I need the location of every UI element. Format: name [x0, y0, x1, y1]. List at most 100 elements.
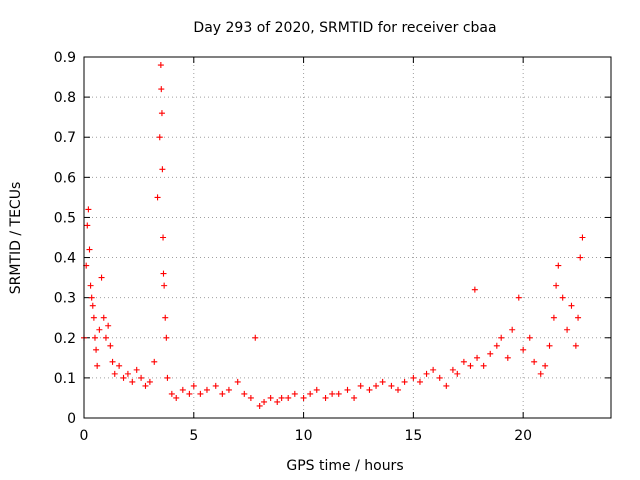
data-point — [84, 222, 91, 229]
data-point — [107, 342, 114, 349]
data-point — [157, 62, 164, 69]
data-point — [179, 386, 186, 393]
data-point — [278, 394, 285, 401]
x-tick-label: 0 — [80, 428, 89, 444]
grid — [84, 57, 611, 418]
data-point — [546, 342, 553, 349]
data-point — [159, 166, 166, 173]
data-point — [111, 370, 118, 377]
data-point — [443, 382, 450, 389]
data-point — [247, 394, 254, 401]
data-point — [555, 262, 562, 269]
data-point — [160, 270, 167, 277]
data-point — [504, 354, 511, 361]
data-point — [520, 346, 527, 353]
y-tick-label: 0 — [67, 411, 76, 427]
data-point — [267, 394, 274, 401]
y-tick-label: 0.4 — [54, 251, 76, 267]
data-point — [471, 286, 478, 293]
data-point — [91, 334, 98, 341]
data-point — [98, 274, 105, 281]
data-point — [160, 234, 167, 241]
data-point — [241, 390, 248, 397]
data-point — [568, 302, 575, 309]
data-point — [261, 398, 268, 405]
data-point — [307, 390, 314, 397]
data-point — [162, 314, 169, 321]
data-point — [129, 378, 136, 385]
x-tick-label: 10 — [295, 428, 313, 444]
data-point — [509, 326, 516, 333]
data-point — [86, 246, 93, 253]
data-point — [133, 366, 140, 373]
data-point — [87, 282, 94, 289]
data-point — [493, 342, 500, 349]
data-point — [423, 370, 430, 377]
data-point — [164, 374, 171, 381]
data-point — [234, 378, 241, 385]
data-point — [559, 294, 566, 301]
data-point — [186, 390, 193, 397]
data-point — [366, 386, 373, 393]
data-point — [90, 314, 97, 321]
data-point — [335, 390, 342, 397]
data-point — [142, 382, 149, 389]
y-tick-label: 0.1 — [54, 371, 76, 387]
data-point — [154, 194, 161, 201]
data-point — [274, 398, 281, 405]
y-tick-label: 0.5 — [54, 210, 76, 226]
data-point — [203, 386, 210, 393]
data-point — [526, 334, 533, 341]
data-point — [197, 390, 204, 397]
data-point — [219, 390, 226, 397]
data-point — [449, 366, 456, 373]
y-tick-label: 0.7 — [54, 130, 76, 146]
data-point — [102, 334, 109, 341]
data-point — [553, 282, 560, 289]
data-point — [161, 282, 168, 289]
data-point — [515, 294, 522, 301]
data-point — [285, 394, 292, 401]
data-point — [531, 358, 538, 365]
data-point — [124, 370, 131, 377]
data-point — [395, 386, 402, 393]
chart-title: Day 293 of 2020, SRMTID for receiver cba… — [193, 20, 496, 36]
data-point — [163, 334, 170, 341]
data-point — [168, 390, 175, 397]
y-tick-label: 0.8 — [54, 90, 76, 106]
data-point — [436, 374, 443, 381]
data-point — [357, 382, 364, 389]
data-point — [480, 362, 487, 369]
data-point — [256, 402, 263, 409]
data-point — [388, 382, 395, 389]
data-point — [351, 394, 358, 401]
y-tick-label: 0.6 — [54, 170, 76, 186]
data-point — [416, 378, 423, 385]
data-point — [94, 362, 101, 369]
data-point — [190, 382, 197, 389]
data-point — [467, 362, 474, 369]
data-point — [105, 322, 112, 329]
data-point — [572, 342, 579, 349]
data-point — [88, 294, 95, 301]
data-point — [498, 334, 505, 341]
data-point — [158, 86, 165, 93]
data-point — [120, 374, 127, 381]
y-tick-label: 0.9 — [54, 50, 76, 66]
data-point — [550, 314, 557, 321]
data-point — [156, 134, 163, 141]
data-point — [487, 350, 494, 357]
data-point — [300, 394, 307, 401]
data-point — [93, 346, 100, 353]
data-point — [116, 362, 123, 369]
data-point — [454, 370, 461, 377]
data-point — [329, 390, 336, 397]
data-point — [344, 386, 351, 393]
data-point — [577, 254, 584, 261]
data-point — [100, 314, 107, 321]
data-point — [225, 386, 232, 393]
data-point — [575, 314, 582, 321]
axis-ticks: 0 0.1 0.2 0.3 0.4 0.5 0.6 0.7 0.8 0.9 0 5 10 15 20 — [54, 50, 611, 444]
data-point — [373, 382, 380, 389]
